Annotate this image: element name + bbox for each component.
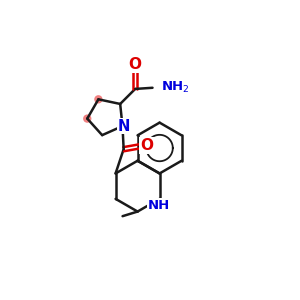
Text: N: N <box>118 118 130 134</box>
Text: NH: NH <box>147 199 170 212</box>
Circle shape <box>83 114 92 123</box>
Text: NH$_2$: NH$_2$ <box>160 80 189 95</box>
Text: O: O <box>129 57 142 72</box>
Text: O: O <box>140 138 153 153</box>
Circle shape <box>94 95 103 103</box>
